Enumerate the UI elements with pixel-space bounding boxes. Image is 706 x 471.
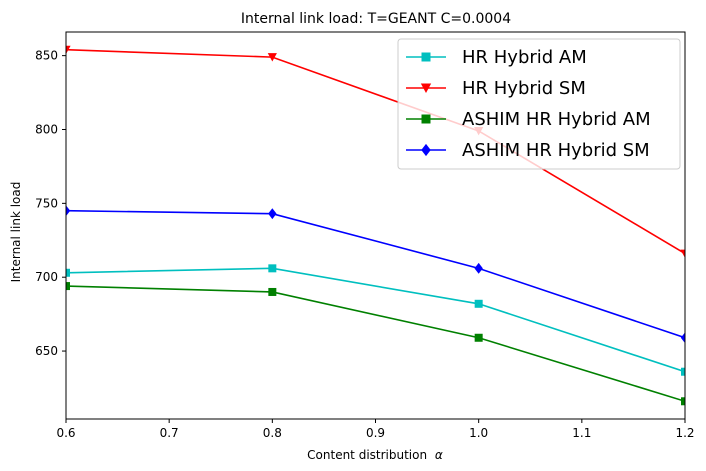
- data-point: [66, 45, 71, 55]
- data-point: [474, 262, 483, 274]
- x-tick-label: 0.7: [160, 426, 179, 440]
- series-line: [66, 285, 685, 403]
- legend-label: ASHIM HR Hybrid SM: [462, 140, 650, 161]
- data-point: [680, 249, 685, 258]
- data-point: [681, 397, 685, 406]
- legend-item: HR Hybrid AM: [406, 47, 587, 68]
- legend-marker: [421, 52, 431, 62]
- chart-title: Internal link load: T=GEANT C=0.0004: [241, 11, 511, 27]
- data-point: [267, 53, 277, 62]
- data-point: [474, 333, 483, 342]
- x-tick-label: 1.2: [675, 426, 694, 440]
- legend-box: [397, 38, 681, 170]
- data-point: [66, 282, 70, 291]
- y-tick-label: 850: [35, 49, 58, 63]
- x-tick-label: 1.0: [469, 426, 488, 440]
- series-3: [66, 282, 685, 406]
- legend-item: ASHIM HR Hybrid AM: [406, 109, 651, 130]
- x-tick-label: 0.6: [56, 426, 75, 440]
- legend-item: HR Hybrid SM: [406, 78, 586, 99]
- y-tick-label: 750: [35, 196, 58, 210]
- y-axis-label: Internal link load: [9, 182, 23, 283]
- legend-label: HR Hybrid SM: [462, 78, 586, 99]
- series-line: [66, 267, 685, 373]
- data-point: [680, 332, 685, 344]
- data-point: [66, 268, 70, 277]
- legend-item: ASHIM HR Hybrid SM: [406, 140, 650, 161]
- data-point: [66, 205, 71, 217]
- series-line: [66, 48, 685, 255]
- legend-marker: [420, 83, 432, 93]
- series-1: [66, 264, 685, 376]
- data-point: [681, 367, 685, 376]
- x-axis-label: Content distribution α: [307, 448, 443, 462]
- data-point: [268, 208, 277, 220]
- data-point: [474, 299, 483, 308]
- data-point: [268, 264, 277, 273]
- legend-marker: [421, 143, 431, 157]
- y-axis: 650 700 750 800 850: [35, 49, 66, 358]
- x-axis-label-symbol: α: [435, 448, 443, 462]
- x-tick-label: 0.8: [263, 426, 282, 440]
- legend-marker: [421, 114, 431, 124]
- legend-label: HR Hybrid AM: [462, 47, 587, 68]
- series-4: [66, 205, 685, 344]
- y-tick-label: 650: [35, 344, 58, 358]
- y-tick-label: 800: [35, 122, 58, 136]
- legend-label: ASHIM HR Hybrid AM: [462, 109, 651, 130]
- series-line: [66, 209, 685, 339]
- x-axis-label-text: Content distribution: [307, 448, 427, 462]
- x-axis: 0.6 0.7 0.8 0.9 1.0 1.1 1.2: [56, 419, 695, 440]
- x-tick-label: 1.1: [572, 426, 591, 440]
- x-tick-label: 0.9: [366, 426, 385, 440]
- y-tick-label: 700: [35, 270, 58, 284]
- legend: HR Hybrid AM HR Hybrid SM ASHIM HR Hybrid …: [397, 38, 681, 170]
- data-point: [268, 287, 277, 296]
